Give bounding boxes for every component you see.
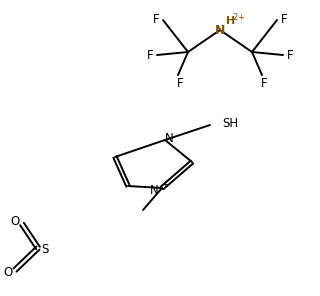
Text: N: N — [150, 184, 158, 197]
Text: F: F — [281, 12, 287, 25]
Text: +: + — [161, 179, 168, 189]
Text: F: F — [261, 76, 267, 89]
Text: F: F — [287, 49, 293, 62]
Text: F: F — [177, 76, 183, 89]
Text: N: N — [164, 131, 173, 144]
Text: F: F — [147, 49, 153, 62]
Text: S: S — [41, 242, 49, 255]
Text: SH: SH — [222, 117, 238, 130]
Text: 2: 2 — [232, 12, 237, 22]
Text: F: F — [153, 12, 159, 25]
Text: O: O — [4, 266, 12, 279]
Text: H: H — [226, 16, 235, 26]
Text: N: N — [215, 23, 225, 36]
Text: O: O — [10, 215, 20, 228]
Text: +: + — [237, 12, 244, 22]
